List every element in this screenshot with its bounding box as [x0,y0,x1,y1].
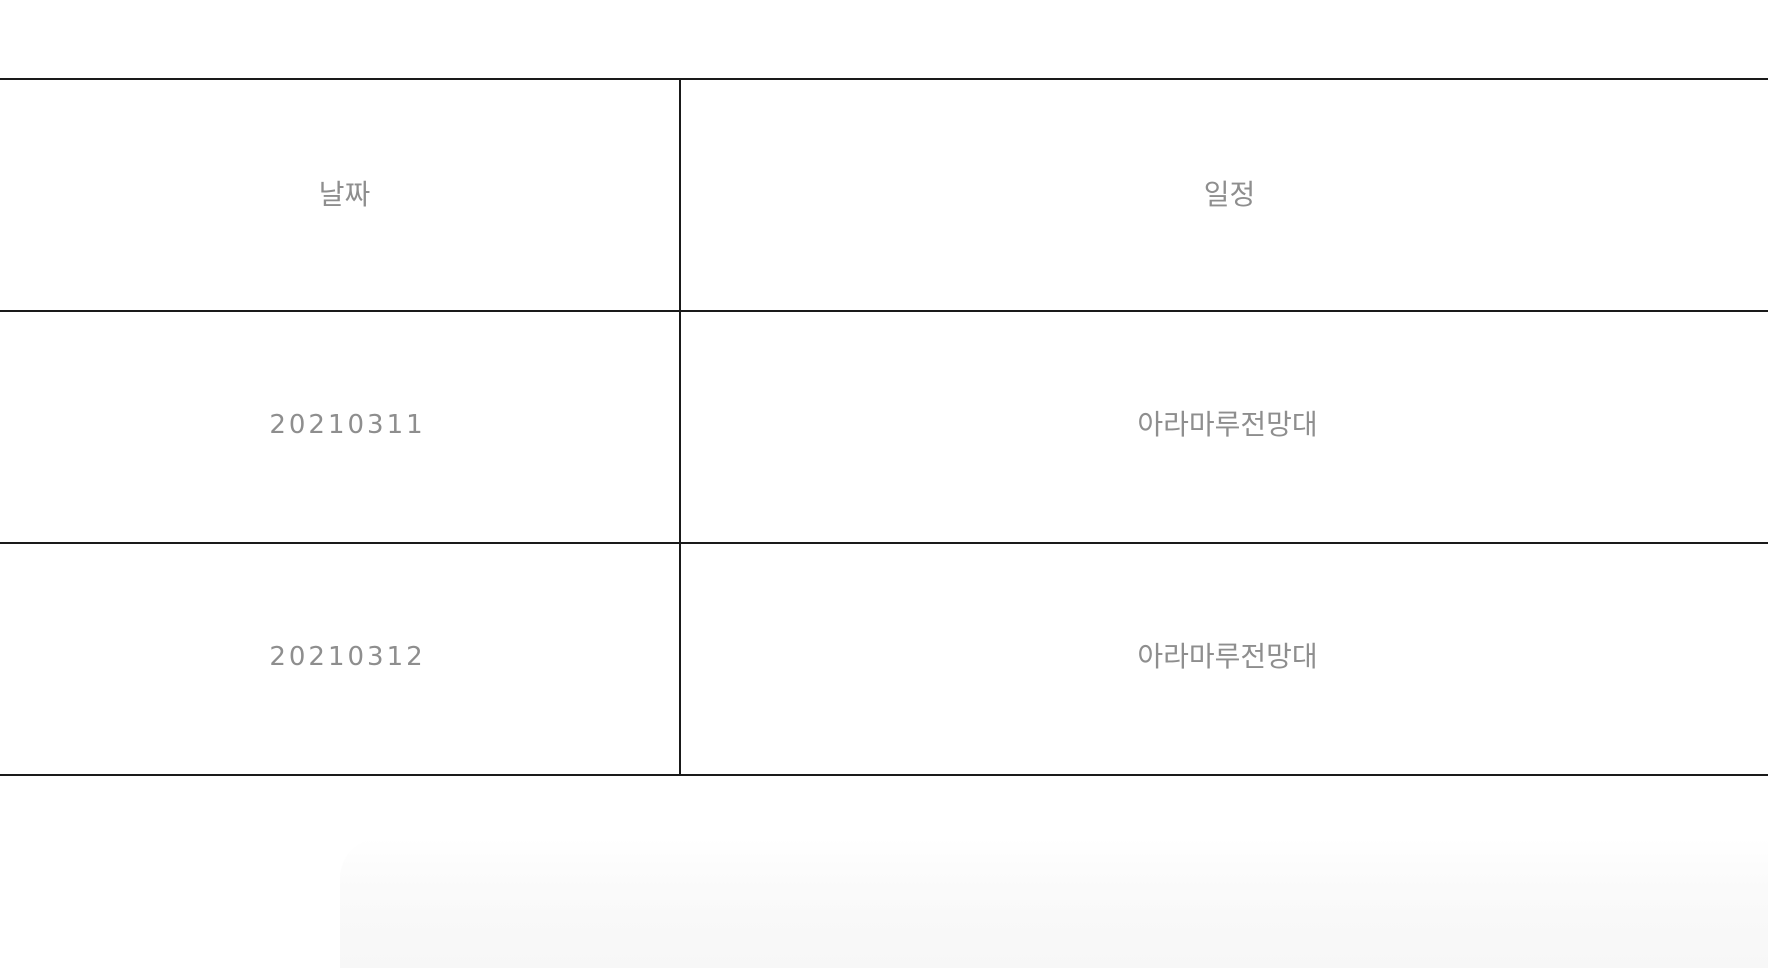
date-value: 20210312 [269,642,426,672]
schedule-cell: 아라마루전망대 [680,310,1768,544]
column-header-schedule: 일정 [680,78,1768,312]
schedule-table: 날짜 일정 20210311 아라마루전망대 20210312 [0,78,1768,776]
column-header-date-label: 날짜 [318,178,371,211]
table-row: 20210312 아라마루전망대 [0,542,1768,776]
schedule-cell: 아라마루전망대 [680,542,1768,776]
bottom-panel-shadow [340,838,1768,968]
date-value: 20210311 [269,410,426,440]
column-header-date: 날짜 [0,78,681,312]
date-cell: 20210311 [0,310,681,544]
column-header-schedule-label: 일정 [1203,178,1256,211]
date-cell: 20210312 [0,542,681,776]
table-row: 20210311 아라마루전망대 [0,310,1768,544]
schedule-value: 아라마루전망대 [1137,640,1318,673]
schedule-value: 아라마루전망대 [1137,408,1318,441]
table-header-row: 날짜 일정 [0,78,1768,312]
